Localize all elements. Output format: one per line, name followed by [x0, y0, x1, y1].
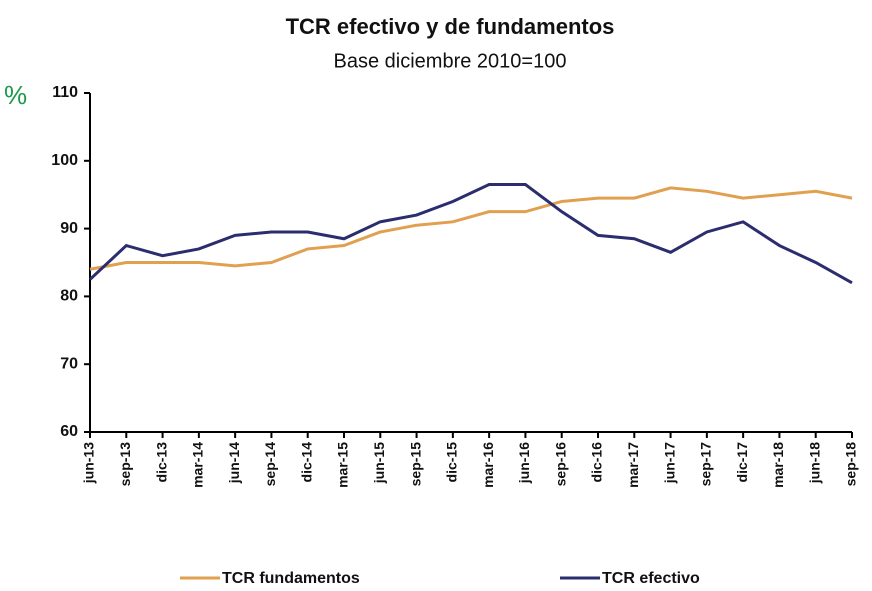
- x-tick-label: jun-17: [661, 442, 677, 484]
- legend-label: TCR efectivo: [602, 570, 700, 587]
- x-tick-label: sep-15: [407, 442, 423, 487]
- x-tick-label: mar-14: [190, 442, 206, 488]
- x-tick-label: dic-15: [444, 442, 460, 483]
- x-tick-label: dic-17: [734, 442, 750, 483]
- y-tick-label: 60: [60, 423, 78, 440]
- y-tick-label: 90: [60, 220, 78, 237]
- chart-title: TCR efectivo y de fundamentos: [286, 14, 615, 39]
- legend-label: TCR fundamentos: [222, 570, 360, 587]
- x-tick-label: mar-18: [770, 442, 786, 488]
- series-line: [88, 183, 853, 285]
- x-tick-label: sep-17: [698, 442, 714, 487]
- y-tick-label: 70: [60, 355, 78, 372]
- x-tick-label: dic-16: [589, 442, 605, 483]
- chart-subtitle: Base diciembre 2010=100: [334, 50, 567, 72]
- x-tick-label: mar-17: [625, 442, 641, 488]
- y-tick-label: 100: [51, 152, 78, 169]
- x-tick-label: sep-16: [552, 442, 568, 487]
- x-tick-label: jun-15: [371, 442, 387, 484]
- x-tick-label: jun-14: [226, 442, 242, 484]
- x-tick-label: sep-13: [117, 442, 133, 487]
- unit-annotation: %: [4, 80, 27, 110]
- x-tick-label: dic-14: [298, 442, 314, 483]
- y-tick-label: 110: [52, 84, 78, 101]
- x-tick-label: mar-15: [335, 442, 351, 488]
- x-tick-label: jun-13: [81, 442, 97, 484]
- x-tick-label: jun-16: [516, 442, 532, 484]
- series-line: [89, 186, 853, 271]
- x-tick-label: jun-18: [806, 442, 822, 484]
- x-tick-label: sep-18: [843, 442, 859, 487]
- x-tick-label: dic-13: [153, 442, 169, 483]
- x-tick-label: mar-16: [480, 442, 496, 488]
- x-tick-label: sep-14: [262, 442, 278, 487]
- y-tick-label: 80: [60, 288, 78, 305]
